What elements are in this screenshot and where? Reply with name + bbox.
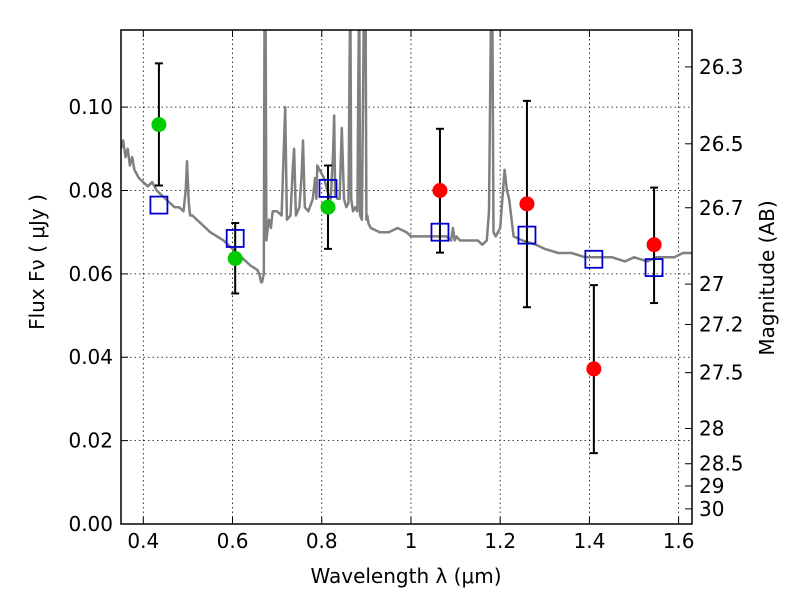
data-point-red	[586, 361, 602, 377]
model-flux-box	[318, 179, 338, 198]
marker-layer	[149, 117, 664, 377]
y-tick-label: 0.04	[68, 345, 113, 369]
tick-layer: 0.4 0.6 0.8 1 1.2 1.4 1.6 0.00 0.02 0.04 0.06 0.08 0…	[68, 30, 744, 553]
data-point-green	[227, 250, 243, 266]
y-axis-right-label: Magnitude (AB)	[755, 200, 779, 355]
plot-frame	[120, 29, 693, 525]
y-tick-label: 0.06	[68, 262, 113, 286]
right-tick-label: 28.5	[699, 452, 744, 476]
right-tick-label: 28	[699, 416, 724, 440]
data-point-green	[151, 117, 167, 133]
right-tick-label: 27.2	[699, 312, 744, 336]
x-axis-label: Wavelength λ (μm)	[310, 564, 501, 588]
right-tick-label: 29	[699, 474, 724, 498]
y-tick-label: 0.10	[68, 95, 113, 119]
right-tick-label: 30	[699, 497, 724, 521]
x-tick-label: 1	[405, 529, 418, 553]
data-point-red	[432, 182, 448, 198]
data-point-green	[320, 199, 336, 215]
sed-model-line	[121, 30, 692, 284]
sed-layer	[121, 30, 692, 284]
model-flux-box	[644, 258, 664, 278]
model-flux-box	[149, 195, 169, 215]
model-flux-box	[225, 229, 245, 248]
x-tick-label: 1.6	[663, 529, 695, 553]
right-tick-label: 26.7	[699, 196, 744, 220]
y-axis-label: Flux Fν ( μJy )	[25, 194, 49, 330]
model-flux-box	[584, 249, 604, 269]
y-tick-label: 0.00	[68, 512, 113, 536]
x-tick-label: 0.8	[306, 529, 338, 553]
y-tick-label: 0.08	[68, 178, 113, 202]
model-flux-box	[430, 222, 450, 242]
right-tick-label: 26.3	[699, 55, 744, 79]
grid-lines	[121, 30, 692, 525]
y-tick-label: 0.02	[68, 429, 113, 453]
right-tick-label: 27.5	[699, 361, 744, 385]
right-tick-label: 27	[699, 272, 724, 296]
data-point-red	[519, 196, 535, 212]
x-tick-label: 0.6	[217, 529, 249, 553]
x-tick-label: 1.2	[484, 529, 516, 553]
x-tick-label: 0.4	[127, 529, 159, 553]
model-flux-box	[517, 225, 537, 245]
right-tick-label: 26.5	[699, 132, 744, 156]
data-point-red	[646, 237, 662, 253]
x-tick-label: 1.4	[573, 529, 605, 553]
